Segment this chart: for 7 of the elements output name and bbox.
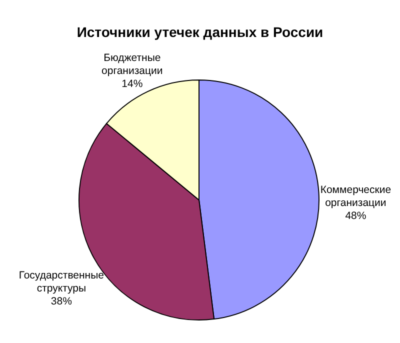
slice-label: Коммерческие организации <box>320 184 392 210</box>
data-label: 38% <box>50 296 72 308</box>
slice-label: Бюджетные организации <box>102 52 163 77</box>
data-label: 14% <box>122 78 143 90</box>
slice-label: Государственные структуры <box>18 270 104 295</box>
chart-title: Источники утечек данных в России <box>76 24 324 40</box>
data-label: 48% <box>345 210 366 222</box>
